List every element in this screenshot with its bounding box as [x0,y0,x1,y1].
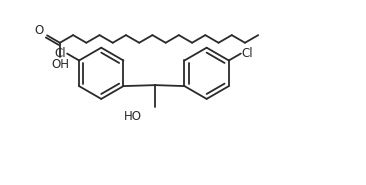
Text: Cl: Cl [242,47,253,60]
Text: OH: OH [51,58,69,70]
Text: Cl: Cl [55,47,66,60]
Text: HO: HO [124,110,142,123]
Text: O: O [35,23,44,36]
